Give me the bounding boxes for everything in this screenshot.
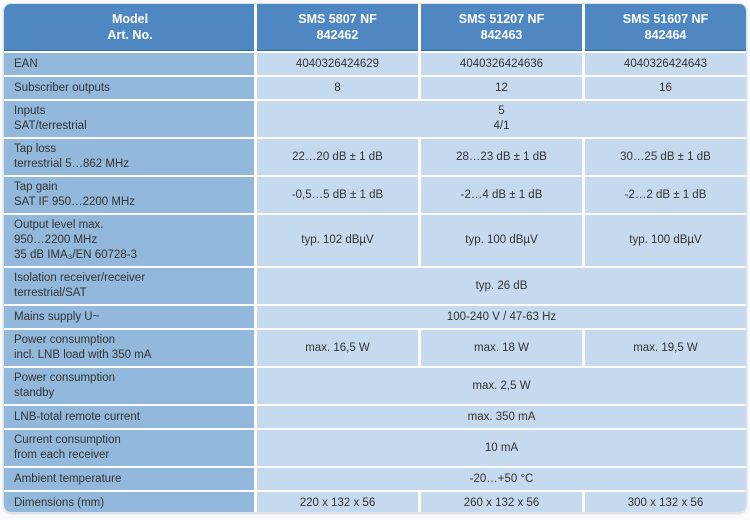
- cell-dimensions-col3: 300 x 132 x 56: [585, 492, 746, 512]
- cell-tap-loss-col1: 22…20 dB ± 1 dB: [257, 139, 418, 175]
- table-body: EAN 4040326424629 4040326424636 40403264246…: [4, 53, 746, 512]
- cell-tap-gain-col2: -2…4 dB ± 1 dB: [421, 177, 582, 213]
- cell-subscriber-outputs-col3: 16: [585, 77, 746, 99]
- row-label-ambient-temperature: Ambient temperature: [4, 468, 254, 490]
- column-header-sms-51207-nf: SMS 51207 NF 842463: [421, 4, 582, 51]
- table-row: LNB-total remote current max. 350 mA: [4, 406, 746, 428]
- row-label-mains-supply: Mains supply U~: [4, 306, 254, 328]
- cell-tap-loss-col3: 30…25 dB ± 1 dB: [585, 139, 746, 175]
- table-row: Power consumption standby max. 2,5 W: [4, 368, 746, 404]
- header-model-artno: Model Art. No.: [4, 4, 254, 51]
- row-label-power-consumption-lnb: Power consumption incl. LNB load with 35…: [4, 330, 254, 366]
- table-row: Dimensions (mm) 220 x 132 x 56 260 x 132 x…: [4, 492, 746, 512]
- column-header-sms-51607-nf: SMS 51607 NF 842464: [585, 4, 746, 51]
- cell-subscriber-outputs-col2: 12: [421, 77, 582, 99]
- table-header-row: Model Art. No. SMS 5807 NF 842462 SMS 51…: [4, 4, 746, 51]
- cell-tap-gain-col1: -0,5…5 dB ± 1 dB: [257, 177, 418, 213]
- row-label-ean: EAN: [4, 53, 254, 75]
- cell-ean-col2: 4040326424636: [421, 53, 582, 75]
- cell-power-consumption-lnb-col2: max. 18 W: [421, 330, 582, 366]
- row-label-output-level: Output level max. 950…2200 MHz 35 dB IMA…: [4, 215, 254, 266]
- cell-dimensions-col1: 220 x 132 x 56: [257, 492, 418, 512]
- cell-ean-col1: 4040326424629: [257, 53, 418, 75]
- cell-output-level-col3: typ. 100 dBµV: [585, 215, 746, 266]
- cell-subscriber-outputs-col1: 8: [257, 77, 418, 99]
- cell-dimensions-col2: 260 x 132 x 56: [421, 492, 582, 512]
- column-header-sms-5807-nf: SMS 5807 NF 842462: [257, 4, 418, 51]
- cell-tap-gain-col3: -2…2 dB ± 1 dB: [585, 177, 746, 213]
- row-label-inputs: Inputs SAT/terrestrial: [4, 101, 254, 137]
- table-row: Inputs SAT/terrestrial 5 4/1: [4, 101, 746, 137]
- cell-power-consumption-lnb-col1: max. 16,5 W: [257, 330, 418, 366]
- row-label-tap-loss: Tap loss terrestrial 5…862 MHz: [4, 139, 254, 175]
- cell-power-consumption-standby-merged: max. 2,5 W: [257, 368, 746, 404]
- cell-inputs-merged: 5 4/1: [257, 101, 746, 137]
- cell-ean-col3: 4040326424643: [585, 53, 746, 75]
- row-label-lnb-total-remote-current: LNB-total remote current: [4, 406, 254, 428]
- table-row: Mains supply U~ 100-240 V / 47-63 Hz: [4, 306, 746, 328]
- cell-power-consumption-lnb-col3: max. 19,5 W: [585, 330, 746, 366]
- cell-ambient-temperature-merged: -20…+50 °C: [257, 468, 746, 490]
- table-row: Isolation receiver/receiver terrestrial/…: [4, 268, 746, 304]
- cell-output-level-col1: typ. 102 dBµV: [257, 215, 418, 266]
- table-row: Output level max. 950…2200 MHz 35 dB IMA…: [4, 215, 746, 266]
- table-row: Power consumption incl. LNB load with 35…: [4, 330, 746, 366]
- table-row: Ambient temperature -20…+50 °C: [4, 468, 746, 490]
- cell-output-level-col2: typ. 100 dBµV: [421, 215, 582, 266]
- cell-current-consumption-receiver-merged: 10 mA: [257, 430, 746, 466]
- row-label-current-consumption-receiver: Current consumption from each receiver: [4, 430, 254, 466]
- table-row: EAN 4040326424629 4040326424636 40403264246…: [4, 53, 746, 75]
- row-label-isolation: Isolation receiver/receiver terrestrial/…: [4, 268, 254, 304]
- table-row: Tap gain SAT IF 950…2200 MHz -0,5…5 dB ± …: [4, 177, 746, 213]
- cell-mains-supply-merged: 100-240 V / 47-63 Hz: [257, 306, 746, 328]
- table-row: Tap loss terrestrial 5…862 MHz 22…20 dB ±…: [4, 139, 746, 175]
- row-label-dimensions: Dimensions (mm): [4, 492, 254, 512]
- table-row: Current consumption from each receiver 10…: [4, 430, 746, 466]
- cell-lnb-total-remote-current-merged: max. 350 mA: [257, 406, 746, 428]
- table-row: Subscriber outputs 8 12 16: [4, 77, 746, 99]
- row-label-tap-gain: Tap gain SAT IF 950…2200 MHz: [4, 177, 254, 213]
- spec-table: Model Art. No. SMS 5807 NF 842462 SMS 51…: [4, 4, 746, 512]
- cell-isolation-merged: typ. 26 dB: [257, 268, 746, 304]
- cell-tap-loss-col2: 28…23 dB ± 1 dB: [421, 139, 582, 175]
- row-label-power-consumption-standby: Power consumption standby: [4, 368, 254, 404]
- row-label-subscriber-outputs: Subscriber outputs: [4, 77, 254, 99]
